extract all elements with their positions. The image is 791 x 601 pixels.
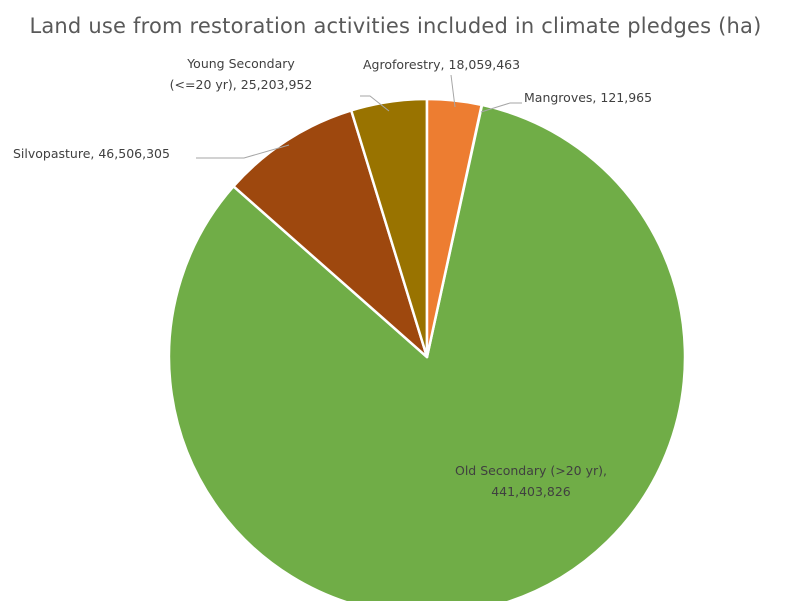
data-label: Old Secondary (>20 yr), xyxy=(455,463,607,478)
leader-lines xyxy=(196,74,522,159)
leader-line xyxy=(450,74,456,108)
data-label: 441,403,826 xyxy=(491,484,571,499)
pie-slice-silvopasture xyxy=(232,109,429,359)
data-labels: Mangroves, 121,965 Old Secondary (>20 yr)… xyxy=(13,56,652,499)
data-label: Silvopasture, 46,506,305 xyxy=(13,146,170,161)
pie-slice-old-secondary-20-yr xyxy=(167,103,687,601)
leader-line xyxy=(360,95,390,112)
data-label: Agroforestry, 18,059,463 xyxy=(363,57,520,72)
data-label: (<=20 yr), 25,203,952 xyxy=(170,77,313,92)
leader-line xyxy=(480,102,522,113)
chart-title: Land use from restoration activities inc… xyxy=(29,14,762,38)
data-label: Young Secondary xyxy=(186,56,295,71)
pie-slices xyxy=(167,97,687,601)
data-label: Mangroves, 121,965 xyxy=(524,90,652,105)
leader-line xyxy=(196,144,290,159)
